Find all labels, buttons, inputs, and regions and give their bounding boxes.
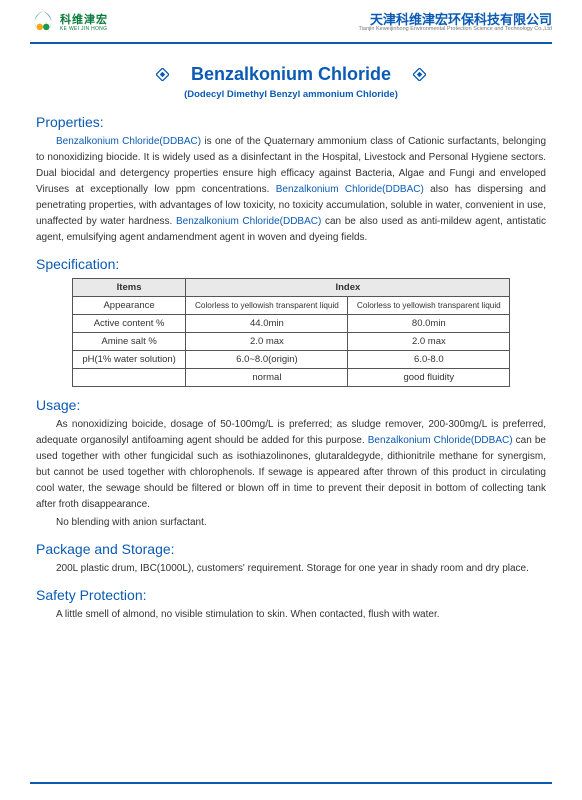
table-body: AppearanceColorless to yellowish transpa… [72, 297, 510, 387]
table-cell: 2.0 max [186, 333, 348, 351]
company-name-en: Tianjin Keweijinhong Environmental Prote… [358, 27, 552, 33]
usage-paragraph-2: No blending with anion surfactant. [36, 515, 546, 531]
section-heading-specification: Specification: [36, 256, 546, 272]
table-header-row: Items Index [72, 279, 510, 297]
safety-paragraph: A little smell of almond, no visible sti… [36, 607, 546, 623]
table-cell: Active content % [72, 315, 186, 333]
package-paragraph: 200L plastic drum, IBC(1000L), customers… [36, 561, 546, 577]
table-cell [72, 369, 186, 387]
usage-paragraph: As nonoxidizing boicide, dosage of 50-10… [36, 417, 546, 513]
specification-table: Items Index AppearanceColorless to yello… [72, 278, 511, 387]
logo: 科维津宏 KE WEI JIN HONG [30, 10, 108, 36]
page-title: Benzalkonium Chloride [156, 64, 426, 85]
section-heading-package: Package and Storage: [36, 541, 546, 557]
page-header: 科维津宏 KE WEI JIN HONG 天津科维津宏环保科技有限公司 Tian… [0, 0, 582, 40]
table-row: Amine salt %2.0 max2.0 max [72, 333, 510, 351]
text-run: can be used together with other fungicid… [36, 435, 546, 510]
diamond-icon [413, 68, 426, 81]
title-text: Benzalkonium Chloride [191, 64, 391, 85]
highlight-term: Benzalkonium Chloride(DDBAC) [176, 216, 321, 227]
table-cell: good fluidity [348, 369, 510, 387]
table-row: Active content %44.0min80.0min [72, 315, 510, 333]
company-name-cn: 天津科维津宏环保科技有限公司 [358, 13, 552, 27]
highlight-term: Benzalkonium Chloride(DDBAC) [368, 435, 513, 446]
section-heading-safety: Safety Protection: [36, 587, 546, 603]
table-cell: 2.0 max [348, 333, 510, 351]
table-header-cell: Items [72, 279, 186, 297]
highlight-term: Benzalkonium Chloride(DDBAC) [276, 184, 424, 195]
table-cell: Appearance [72, 297, 186, 315]
footer-divider [30, 782, 552, 784]
section-heading-properties: Properties: [36, 114, 546, 130]
logo-text-en: KE WEI JIN HONG [60, 27, 108, 32]
table-row: AppearanceColorless to yellowish transpa… [72, 297, 510, 315]
table-cell: Amine salt % [72, 333, 186, 351]
table-cell: 80.0min [348, 315, 510, 333]
logo-icon [30, 10, 56, 36]
diamond-icon [156, 68, 169, 81]
table-cell: 44.0min [186, 315, 348, 333]
table-cell: Colorless to yellowish transparent liqui… [348, 297, 510, 315]
table-row: normalgood fluidity [72, 369, 510, 387]
title-row: Benzalkonium Chloride [36, 64, 546, 85]
table-cell: 6.0~8.0(origin) [186, 351, 348, 369]
document-page: 科维津宏 KE WEI JIN HONG 天津科维津宏环保科技有限公司 Tian… [0, 0, 582, 800]
properties-paragraph: Benzalkonium Chloride(DDBAC) is one of t… [36, 134, 546, 246]
table-cell: normal [186, 369, 348, 387]
subtitle: (Dodecyl Dimethyl Benzyl ammonium Chlori… [36, 89, 546, 100]
logo-text-cn: 科维津宏 [60, 14, 108, 26]
logo-text: 科维津宏 KE WEI JIN HONG [60, 14, 108, 31]
section-heading-usage: Usage: [36, 397, 546, 413]
table-row: pH(1% water solution)6.0~8.0(origin)6.0-… [72, 351, 510, 369]
highlight-term: Benzalkonium Chloride(DDBAC) [56, 136, 201, 147]
page-content: Benzalkonium Chloride (Dodecyl Dimethyl … [0, 44, 582, 645]
company-name: 天津科维津宏环保科技有限公司 Tianjin Keweijinhong Envi… [358, 13, 552, 33]
table-header-cell: Index [186, 279, 510, 297]
table-cell: 6.0-8.0 [348, 351, 510, 369]
table-cell: Colorless to yellowish transparent liqui… [186, 297, 348, 315]
table-cell: pH(1% water solution) [72, 351, 186, 369]
